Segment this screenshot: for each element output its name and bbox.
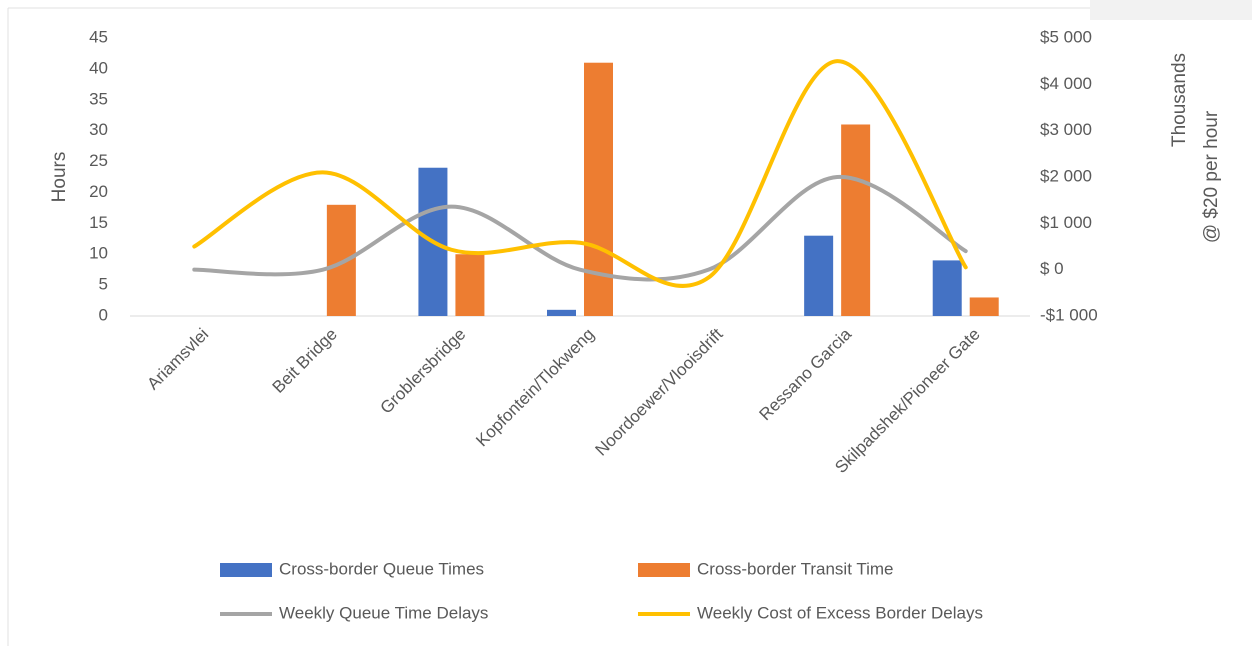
y2-tick-label: -$1 000 <box>1040 305 1098 324</box>
x-tick-label: Ariamsvlei <box>143 325 212 394</box>
legend-label: Cross-border Queue Times <box>279 559 484 578</box>
legend-label: Weekly Cost of Excess Border Delays <box>697 603 983 622</box>
bar <box>969 297 999 316</box>
y-tick-label: 35 <box>89 89 108 108</box>
line <box>192 59 968 288</box>
legend-swatch <box>638 563 690 577</box>
y-tick-label: 45 <box>89 27 108 46</box>
y2-tick-label: $2 000 <box>1040 166 1092 185</box>
y2-tick-label: $4 000 <box>1040 74 1092 93</box>
y2-tick-label: $1 000 <box>1040 213 1092 232</box>
y-tick-label: 10 <box>89 244 108 263</box>
x-tick-label: Kopfontein/Tlokweng <box>472 325 598 451</box>
bar <box>932 260 962 316</box>
y-tick-label: 30 <box>89 120 108 139</box>
y-tick-label: 15 <box>89 213 108 232</box>
bar <box>804 235 834 316</box>
bar <box>455 254 485 316</box>
y-tick-label: 20 <box>89 182 108 201</box>
y-tick-label: 0 <box>99 305 108 324</box>
y-tick-label: 40 <box>89 58 108 77</box>
line <box>192 174 968 282</box>
y2-tick-label: $ 0 <box>1040 259 1064 278</box>
y2-tick-label: $5 000 <box>1040 27 1092 46</box>
y-tick-label: 25 <box>89 151 108 170</box>
x-tick-label: Skilpadshek/Pioneer Gate <box>831 325 983 477</box>
bar <box>584 62 613 316</box>
y-axis-title: Hours <box>49 152 70 203</box>
corner-shade <box>1090 0 1252 20</box>
y2-unit-label: Thousands <box>1169 53 1190 147</box>
x-tick-label: Beit Bridge <box>269 325 341 397</box>
legend-label: Weekly Queue Time Delays <box>279 603 488 622</box>
legend-swatch <box>220 563 272 577</box>
x-tick-label: Ressano Garcia <box>756 324 856 424</box>
bar <box>326 204 356 316</box>
y2-tick-label: $3 000 <box>1040 120 1092 139</box>
x-tick-label: Groblersbridge <box>376 325 469 418</box>
x-tick-label: Noordoewer/Vlooisdrift <box>592 324 727 459</box>
y-tick-label: 5 <box>99 275 108 294</box>
bar <box>547 309 576 316</box>
legend-label: Cross-border Transit Time <box>697 559 894 578</box>
y2-axis-title: @ $20 per hour <box>1201 110 1222 243</box>
bar <box>841 124 871 316</box>
